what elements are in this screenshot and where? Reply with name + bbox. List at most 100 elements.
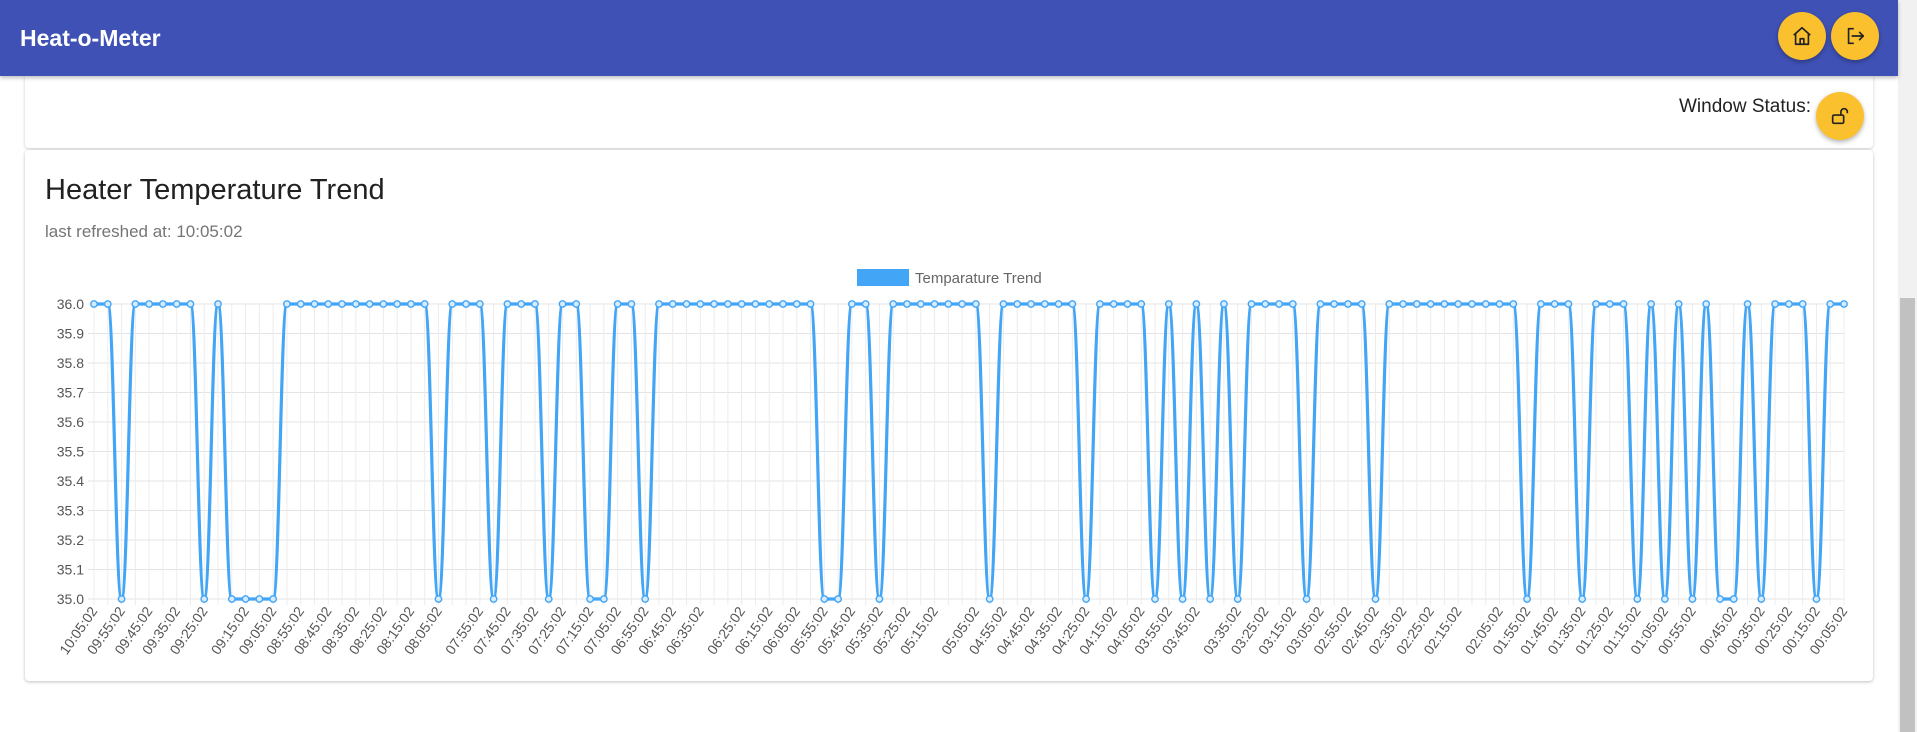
data-point — [613, 300, 622, 308]
data-point — [1109, 300, 1118, 308]
data-point — [172, 300, 181, 308]
data-point — [1330, 300, 1339, 308]
data-point — [1840, 300, 1848, 308]
data-point — [503, 300, 512, 308]
data-point — [1729, 595, 1738, 603]
y-tick-label: 35.2 — [57, 532, 84, 548]
data-point — [158, 300, 167, 308]
data-point — [916, 300, 925, 308]
data-point — [1082, 595, 1091, 603]
status-card: Window Status: — [25, 76, 1873, 148]
data-point — [627, 300, 636, 308]
data-point — [241, 595, 250, 603]
data-point — [448, 300, 457, 308]
data-point — [834, 595, 842, 603]
data-point — [668, 300, 677, 308]
last-refreshed-text: last refreshed at: 10:05:02 — [45, 222, 243, 241]
data-point — [338, 300, 346, 308]
home-button[interactable] — [1778, 12, 1826, 60]
data-point — [1509, 300, 1518, 308]
app-bar: Heat-o-Meter — [0, 0, 1898, 76]
data-point — [861, 300, 870, 308]
window-status-label: Window Status: — [1679, 96, 1811, 117]
data-point — [1206, 595, 1215, 603]
data-point — [958, 300, 967, 308]
data-point — [351, 300, 360, 308]
data-point — [1798, 300, 1807, 308]
data-point — [1220, 300, 1228, 308]
data-point — [1578, 595, 1587, 603]
data-point — [227, 595, 236, 603]
data-point — [1812, 595, 1821, 603]
data-point — [1716, 595, 1724, 603]
data-point — [930, 300, 939, 308]
data-point — [1605, 300, 1614, 308]
data-point — [420, 300, 429, 308]
data-point — [1440, 300, 1449, 308]
data-point — [407, 300, 415, 308]
data-point — [655, 300, 663, 308]
data-point — [1013, 300, 1022, 308]
data-point — [1302, 595, 1311, 603]
data-point — [875, 595, 884, 603]
data-point — [985, 595, 994, 603]
data-point — [544, 595, 553, 603]
data-point — [283, 300, 291, 308]
chart-title: Heater Temperature Trend — [45, 174, 385, 206]
temperature-line-chart: 36.0 35.9 35.8 35.7 35.6 35.5 35.4 35.3 35.2 35.1… — [56, 269, 1851, 657]
data-point — [324, 300, 333, 308]
data-point — [1344, 300, 1352, 308]
lock-open-icon — [1831, 107, 1849, 125]
data-point — [765, 300, 774, 308]
data-point — [903, 300, 911, 308]
window-status-button[interactable] — [1816, 92, 1864, 140]
data-point — [1164, 300, 1173, 308]
data-point — [1454, 300, 1463, 308]
data-point — [1426, 300, 1435, 308]
logout-button[interactable] — [1831, 12, 1879, 60]
data-point — [1550, 300, 1559, 308]
data-point — [489, 595, 498, 603]
data-point — [1054, 300, 1063, 308]
data-point — [365, 300, 374, 308]
data-point — [682, 300, 691, 308]
data-point — [310, 300, 319, 308]
scrollbar-thumb[interactable] — [1900, 298, 1915, 732]
data-point — [1784, 300, 1793, 308]
data-point — [186, 300, 195, 308]
data-point — [710, 300, 718, 308]
data-point — [1468, 300, 1476, 308]
data-point — [1068, 300, 1077, 308]
data-point — [255, 595, 264, 603]
data-point — [1288, 300, 1297, 308]
data-point — [558, 300, 567, 308]
y-tick-label: 35.0 — [57, 591, 84, 607]
data-point — [971, 300, 980, 308]
data-point — [1233, 595, 1242, 603]
data-point — [586, 595, 594, 603]
data-point — [1261, 300, 1270, 308]
data-point — [1619, 300, 1628, 308]
data-point — [1536, 300, 1545, 308]
data-point — [90, 300, 98, 308]
data-point — [723, 300, 732, 308]
data-point — [393, 300, 402, 308]
y-tick-label: 35.3 — [57, 503, 84, 519]
data-point — [806, 300, 815, 308]
data-point — [572, 300, 581, 308]
app-title: Heat-o-Meter — [20, 24, 161, 51]
y-tick-label: 35.1 — [57, 562, 84, 578]
data-point — [1647, 300, 1655, 308]
data-point — [1385, 300, 1394, 308]
data-point — [599, 595, 608, 603]
data-point — [792, 300, 801, 308]
data-point — [1495, 300, 1504, 308]
data-point — [517, 300, 526, 308]
data-point — [1275, 300, 1283, 308]
data-point — [269, 595, 278, 603]
y-tick-label: 35.8 — [57, 355, 84, 371]
data-point — [1316, 300, 1325, 308]
data-point — [1674, 300, 1683, 308]
y-tick-label: 35.5 — [57, 444, 84, 460]
data-point — [462, 300, 470, 308]
